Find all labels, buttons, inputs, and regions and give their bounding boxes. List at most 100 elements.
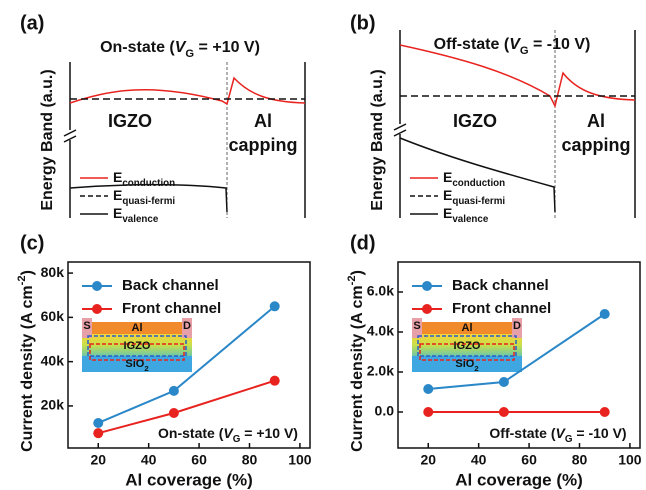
panel-title-part: Off-state ( [434, 36, 510, 53]
inset-label: IGZO [454, 340, 481, 352]
data-point [93, 428, 104, 439]
region-label: IGZO [453, 111, 497, 131]
inset-back-path [417, 335, 517, 357]
data-point [498, 377, 509, 387]
legend-label-part: conduction [122, 178, 175, 189]
x-tick-label: 40 [471, 452, 487, 468]
y-axis-label: Current density (A cm-2) [346, 270, 366, 452]
annotation-part: G [233, 434, 241, 445]
y-tick-label: 80k [41, 264, 65, 280]
legend-marker [422, 304, 432, 314]
data-point [269, 301, 280, 312]
data-point [599, 407, 610, 417]
legend-label-part: conduction [452, 178, 505, 189]
inset-label: D [513, 320, 521, 332]
legend-label-part: valence [452, 214, 489, 225]
x-tick-label: 80 [572, 452, 588, 468]
panel-label: (a) [20, 12, 44, 34]
x-tick-label: 60 [191, 452, 207, 468]
inset-label: Al [462, 322, 473, 334]
data-point [423, 384, 434, 394]
x-tick-label: 100 [618, 452, 642, 468]
panel-label: (c) [20, 232, 44, 254]
inset-label-part: 2 [474, 364, 478, 373]
panel-title-part: On-state ( [100, 39, 175, 56]
legend-label: Econduction [443, 169, 505, 189]
legend-label-part: quasi-fermi [122, 196, 175, 207]
legend-label-part: E [113, 205, 122, 221]
inset-igzo [82, 334, 192, 356]
y-axis-label-part: -2 [16, 275, 28, 285]
annotation-part: V [223, 425, 234, 441]
panel-title-part: V [509, 36, 521, 53]
x-tick-label: 40 [141, 452, 157, 468]
inset-label-part: SiO [125, 358, 144, 370]
panel-label: (d) [350, 232, 376, 254]
inset-front-path [89, 343, 185, 361]
legend-label: Evalence [443, 205, 489, 225]
region-label: IGZO [108, 111, 152, 131]
inset-drain [182, 318, 192, 338]
data-point [423, 407, 434, 417]
data-point [168, 385, 179, 396]
y-axis-label: Energy Band (a.u.) [369, 69, 386, 210]
y-axis-label-part: ) [19, 270, 36, 275]
y-axis-label: Energy Band (a.u.) [39, 69, 56, 210]
panel-title-part: V [175, 39, 187, 56]
y-axis-label-part: Current density (A cm [349, 285, 366, 452]
y-tick-label: 60k [41, 308, 65, 324]
legend-marker [92, 281, 102, 291]
inset-al [422, 322, 512, 334]
legend-label: Back channel [452, 277, 549, 294]
inset-source [412, 318, 422, 338]
x-axis-label: Al coverage (%) [125, 470, 253, 489]
inset-label-part: 2 [144, 364, 148, 373]
y-tick-label: 20k [41, 397, 65, 413]
inset-al [92, 322, 182, 334]
legend-label: Front channel [122, 300, 221, 317]
data-point [93, 417, 104, 428]
inset-label: SiO2 [125, 358, 148, 373]
legend-label: Equasi-fermi [113, 187, 175, 207]
inset-igzo [412, 334, 522, 356]
legend-marker [92, 304, 102, 314]
data-point [599, 309, 610, 319]
annotation: Off-state (VG = -10 V) [489, 425, 626, 445]
panel-title-part: = +10 V) [194, 39, 260, 56]
inset-label-part: SiO [455, 358, 474, 370]
x-tick-label: 100 [288, 452, 312, 468]
panel-title-part: G [520, 45, 529, 57]
plot-frame [67, 261, 311, 449]
x-tick-label: 20 [420, 452, 436, 468]
x-tick-label: 20 [90, 452, 106, 468]
legend-label-part: E [443, 187, 452, 203]
inset-label: S [413, 320, 420, 332]
y-axis-label-part: -2 [346, 275, 358, 285]
y-axis-label: Current density (A cm-2) [16, 270, 36, 452]
inset-front-path [419, 343, 515, 361]
band-diagram-a [63, 62, 306, 218]
region-label: capping [561, 135, 630, 155]
data-point [168, 408, 179, 419]
x-tick-label: 60 [521, 452, 537, 468]
x-tick-label: 80 [242, 452, 258, 468]
legend-label: Equasi-fermi [443, 187, 505, 207]
legend-label: Front channel [452, 300, 551, 317]
inset-label: S [83, 320, 90, 332]
annotation-part: On-state ( [158, 425, 224, 441]
data-point [498, 407, 509, 417]
inset-label: SiO2 [455, 358, 478, 373]
y-axis-label-part: ) [349, 270, 366, 275]
legend-label: Back channel [122, 277, 219, 294]
annotation-part: G [565, 434, 573, 445]
data-point [269, 375, 280, 386]
y-tick-label: 40k [41, 352, 65, 368]
legend-label-part: E [113, 187, 122, 203]
inset-label: Al [132, 322, 143, 334]
annotation: On-state (VG = +10 V) [158, 425, 298, 445]
y-axis-label-part: Current density (A cm [19, 285, 36, 452]
annotation-part: Off-state ( [489, 425, 555, 441]
inset-label: D [183, 320, 191, 332]
panel-label: (b) [350, 12, 376, 34]
